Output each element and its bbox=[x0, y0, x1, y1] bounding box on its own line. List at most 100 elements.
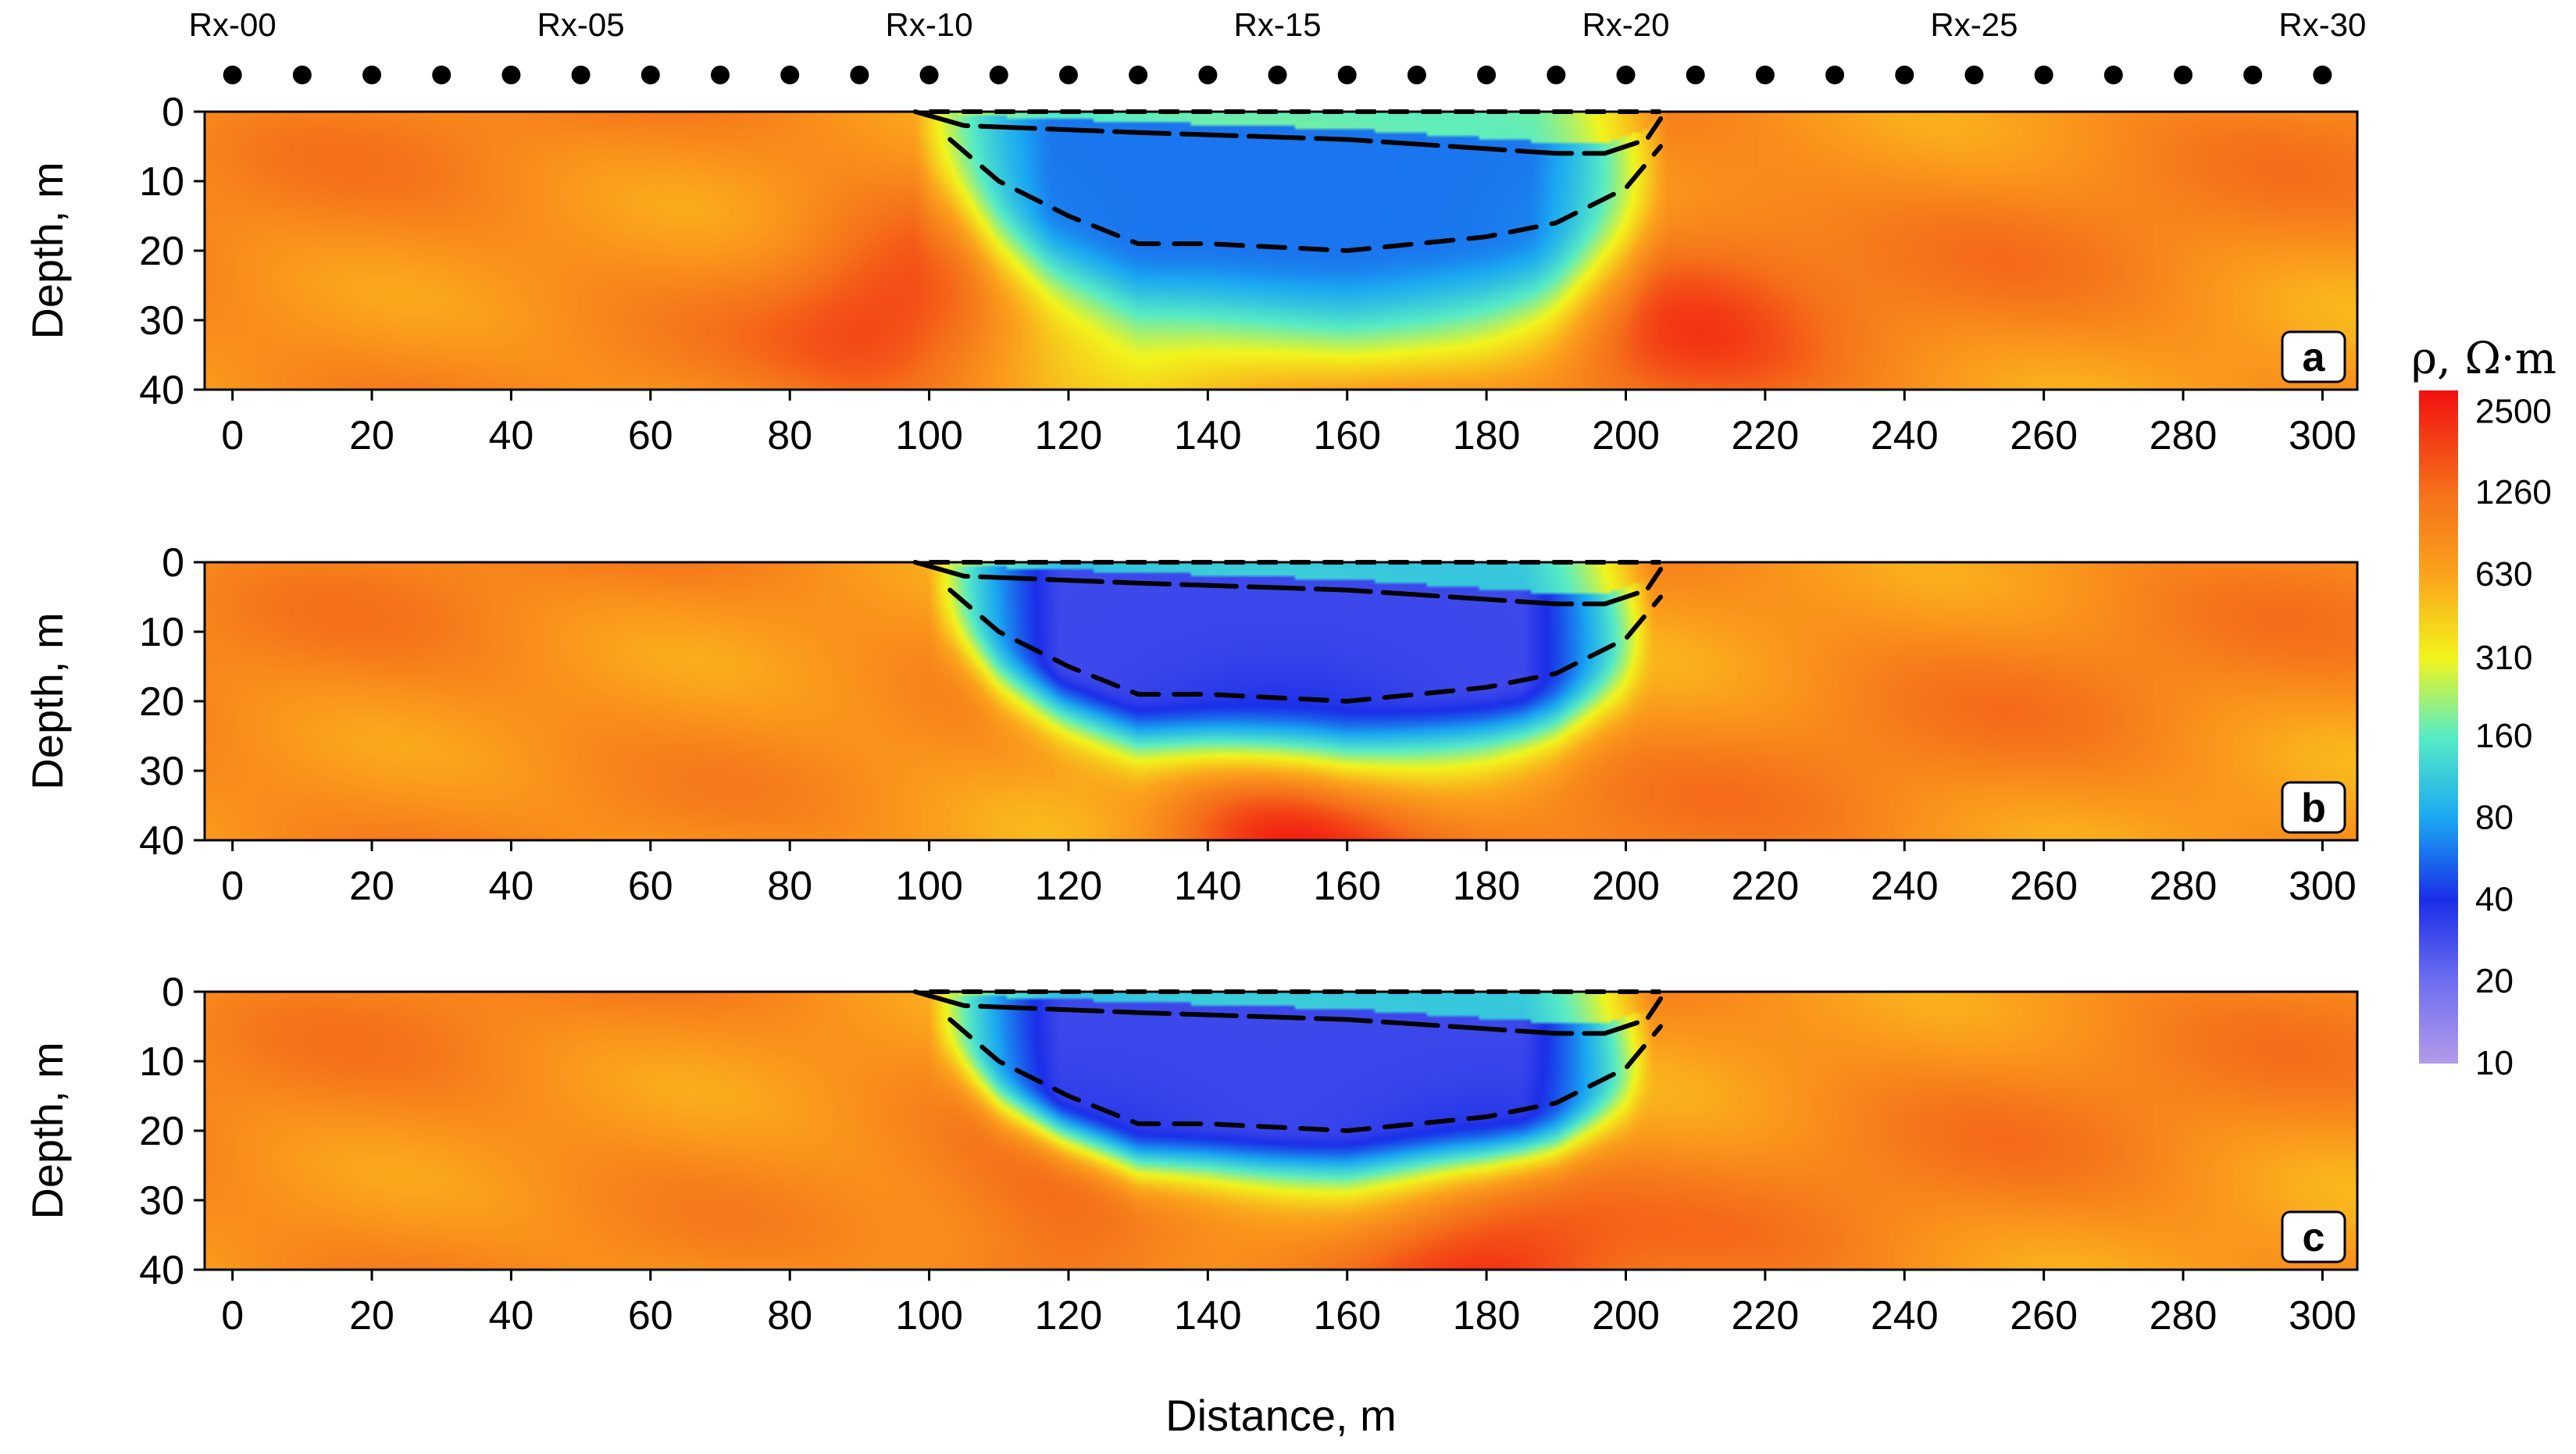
receiver-label: Rx-30 bbox=[2278, 6, 2366, 43]
y-tick-label: 40 bbox=[139, 818, 184, 864]
x-tick-label: 280 bbox=[2150, 864, 2217, 909]
x-tick-label: 60 bbox=[628, 864, 673, 909]
receiver-marker bbox=[2034, 66, 2053, 84]
colorbar-tick-label: 80 bbox=[2475, 799, 2514, 837]
x-tick-label: 260 bbox=[2010, 413, 2078, 458]
receiver-marker bbox=[1547, 66, 1566, 84]
x-tick-label: 20 bbox=[349, 1293, 394, 1338]
colorbar-tick-label: 310 bbox=[2475, 639, 2532, 677]
panel-b: 0 10 20 30 40 0 20 40 60 80 100 120 140 160 180 200 220 2… bbox=[23, 540, 2359, 909]
y-tick-label: 0 bbox=[162, 970, 184, 1015]
panel-badge: b bbox=[2301, 786, 2326, 831]
resistivity-field bbox=[205, 112, 2357, 390]
x-tick-label: 200 bbox=[1592, 1293, 1660, 1338]
x-tick-label: 160 bbox=[1313, 1293, 1381, 1338]
y-tick-label: 0 bbox=[162, 90, 184, 135]
colorbar-tick-label: 20 bbox=[2475, 962, 2514, 1000]
panel-badge-box bbox=[2281, 781, 2346, 834]
x-tick-label: 100 bbox=[895, 864, 963, 909]
receiver-marker bbox=[1129, 66, 1148, 84]
x-tick-label: 120 bbox=[1035, 413, 1103, 458]
y-tick-label: 30 bbox=[139, 749, 184, 794]
x-tick-label: 40 bbox=[489, 864, 534, 909]
x-tick-label: 180 bbox=[1453, 864, 1521, 909]
y-axis-title: Depth, m bbox=[23, 1042, 72, 1219]
x-tick-label: 180 bbox=[1453, 413, 1521, 458]
receiver-marker bbox=[1198, 66, 1218, 84]
receiver-marker bbox=[1477, 66, 1497, 84]
panel-badge-box bbox=[2281, 1210, 2346, 1263]
x-tick-label: 20 bbox=[349, 413, 394, 458]
outline-base bbox=[947, 587, 1664, 704]
outline-base bbox=[947, 137, 1664, 254]
x-tick-label: 120 bbox=[1035, 864, 1103, 909]
receiver-marker bbox=[571, 66, 590, 84]
receiver-marker bbox=[362, 66, 382, 84]
x-tick-label: 0 bbox=[221, 864, 244, 909]
x-tick-label: 80 bbox=[767, 1293, 812, 1338]
x-tick-label: 240 bbox=[1871, 413, 1939, 458]
x-tick-label: 0 bbox=[221, 413, 244, 458]
receiver-label: Rx-05 bbox=[537, 6, 625, 43]
outline-top bbox=[912, 989, 1664, 1036]
receiver-marker bbox=[2174, 66, 2193, 84]
x-tick-label: 60 bbox=[628, 413, 673, 458]
colorbar-tick-label: 1260 bbox=[2475, 473, 2552, 511]
receiver-marker bbox=[711, 66, 730, 84]
x-tick-label: 20 bbox=[349, 864, 394, 909]
colorbar-gradient bbox=[2419, 390, 2458, 1064]
x-tick-label: 140 bbox=[1174, 864, 1242, 909]
x-tick-label: 140 bbox=[1174, 1293, 1242, 1338]
receiver-marker bbox=[850, 66, 869, 84]
panel-badge-box bbox=[2281, 330, 2346, 383]
receiver-marker bbox=[1616, 66, 1636, 84]
y-tick-label: 0 bbox=[162, 540, 184, 586]
x-tick-label: 80 bbox=[767, 413, 812, 458]
x-tick-label: 300 bbox=[2289, 864, 2357, 909]
receiver-marker bbox=[989, 66, 1008, 84]
colorbar-tick-label: 40 bbox=[2475, 880, 2514, 918]
x-tick-label: 200 bbox=[1592, 413, 1660, 458]
colorbar-tick-label: 2500 bbox=[2475, 393, 2552, 431]
panel-badge: a bbox=[2303, 335, 2326, 380]
receiver-marker bbox=[1825, 66, 1845, 84]
colorbar-title: ρ, Ω·m bbox=[2411, 333, 2556, 384]
y-tick-label: 30 bbox=[139, 1178, 184, 1224]
x-tick-label: 300 bbox=[2289, 1293, 2357, 1338]
receiver-marker bbox=[2103, 66, 2123, 84]
panel-a: 0 10 20 30 40 0 20 40 60 80 100 120 140 160 180 200 220 2… bbox=[23, 90, 2359, 458]
y-tick-label: 10 bbox=[139, 610, 184, 655]
receiver-marker bbox=[2313, 66, 2332, 84]
receiver-marker bbox=[780, 66, 800, 84]
y-tick-label: 20 bbox=[139, 229, 184, 274]
outline-top bbox=[912, 109, 1664, 156]
receiver-label: Rx-20 bbox=[1582, 6, 1669, 43]
resistivity-field bbox=[205, 562, 2357, 840]
y-tick-label: 20 bbox=[139, 679, 184, 725]
x-tick-label: 100 bbox=[895, 1293, 963, 1338]
x-tick-label: 280 bbox=[2150, 1293, 2217, 1338]
x-tick-label: 60 bbox=[628, 1293, 673, 1338]
x-tick-label: 40 bbox=[489, 1293, 534, 1338]
receiver-marker bbox=[1964, 66, 1984, 84]
x-tick-label: 140 bbox=[1174, 413, 1242, 458]
receiver-marker bbox=[1755, 66, 1775, 84]
x-tick-label: 160 bbox=[1313, 413, 1381, 458]
x-tick-label: 200 bbox=[1592, 864, 1660, 909]
y-tick-label: 10 bbox=[139, 1039, 184, 1085]
x-tick-label: 220 bbox=[1731, 864, 1799, 909]
receiver-label: Rx-00 bbox=[189, 6, 277, 43]
receiver-marker bbox=[640, 66, 660, 84]
receiver-marker bbox=[1686, 66, 1705, 84]
x-axis-title: Distance, m bbox=[1165, 1391, 1397, 1440]
resistivity-field bbox=[205, 992, 2357, 1270]
y-axis-title: Depth, m bbox=[23, 612, 72, 789]
receiver-marker bbox=[1058, 66, 1078, 84]
x-tick-label: 40 bbox=[489, 413, 534, 458]
receiver-marker bbox=[223, 66, 242, 84]
y-tick-label: 20 bbox=[139, 1109, 184, 1154]
x-tick-label: 160 bbox=[1313, 864, 1381, 909]
receiver-marker bbox=[1337, 66, 1357, 84]
